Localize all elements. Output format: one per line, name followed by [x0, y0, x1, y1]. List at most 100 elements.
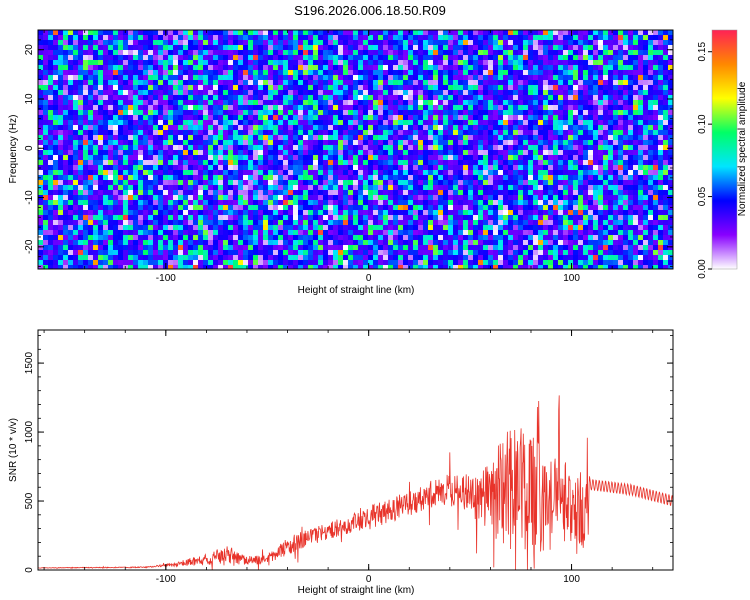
spectrogram-cell: [288, 195, 294, 201]
spectrogram-cell: [143, 120, 149, 126]
spectrogram-cell: [378, 150, 384, 156]
spectrogram-cell: [658, 90, 664, 96]
spectrogram-cell: [58, 155, 64, 161]
spectrogram-cell: [628, 215, 634, 221]
spectrogram-cell: [253, 75, 259, 81]
spectrogram-cell: [168, 195, 174, 201]
spectrogram-cell: [43, 70, 49, 76]
spectrogram-cell: [158, 170, 164, 176]
spectrogram-cell: [373, 50, 379, 56]
spectrogram-cell: [233, 105, 239, 111]
spectrogram-cell: [468, 30, 474, 36]
spectrogram-cell: [373, 220, 379, 226]
spectrogram-cell: [63, 95, 69, 101]
spectrogram-cell: [108, 70, 114, 76]
spectrogram-cell: [293, 195, 299, 201]
spectrogram-cell: [58, 100, 64, 106]
spectrogram-cell: [143, 165, 149, 171]
spectrogram-cell: [663, 105, 669, 111]
spectrogram-cell: [263, 30, 269, 36]
spectrogram-cell: [348, 185, 354, 191]
spectrogram-cell: [233, 70, 239, 76]
spectrogram-cell: [648, 205, 654, 211]
spectrogram-cell: [378, 210, 384, 216]
spectrogram-cell: [318, 220, 324, 226]
spectrogram-cell: [448, 195, 454, 201]
spectrogram-cell: [448, 50, 454, 56]
spectrogram-cell: [423, 120, 429, 126]
spectrogram-cell: [563, 140, 569, 146]
spectrogram-cell: [428, 115, 434, 121]
spectrogram-cell: [638, 85, 644, 91]
spectrogram-cell: [383, 35, 389, 41]
spectrogram-cell: [488, 85, 494, 91]
spectrogram-cell: [108, 220, 114, 226]
spectrogram-cell: [478, 75, 484, 81]
spectrogram-cell: [303, 95, 309, 101]
spectrogram-cell: [398, 40, 404, 46]
spectrogram-cell: [58, 105, 64, 111]
spectrogram-cell: [293, 90, 299, 96]
spectrogram-cell: [273, 80, 279, 86]
spectrogram-cell: [413, 210, 419, 216]
spectrogram-cell: [448, 30, 454, 36]
spectrogram-cell: [538, 175, 544, 181]
spectrogram-cell: [128, 150, 134, 156]
spectrogram-cell: [518, 200, 524, 206]
spectrogram-cell: [173, 220, 179, 226]
spectrogram-cell: [358, 145, 364, 151]
spectrogram-cell: [143, 70, 149, 76]
spectrogram-cell: [178, 120, 184, 126]
spectrogram-cell: [88, 180, 94, 186]
spectrogram-cell: [268, 115, 274, 121]
spectrogram-cell: [273, 145, 279, 151]
spectrogram-cell: [413, 180, 419, 186]
spectrogram-cell: [88, 130, 94, 136]
spectrogram-cell: [313, 145, 319, 151]
spectrogram-cell: [243, 145, 249, 151]
spectrogram-cell: [283, 165, 289, 171]
spectrogram-cell: [658, 145, 664, 151]
spectrogram-cell: [458, 110, 464, 116]
spectrogram-cell: [608, 60, 614, 66]
spectrogram-cell: [338, 145, 344, 151]
spectrogram-cell: [493, 115, 499, 121]
spectrogram-cell: [103, 80, 109, 86]
spectrogram-cell: [133, 80, 139, 86]
spectrogram-cell: [343, 70, 349, 76]
spectrogram-cell: [153, 180, 159, 186]
spectrogram-cell: [168, 70, 174, 76]
spectrogram-cell: [278, 65, 284, 71]
spectrogram-cell: [643, 210, 649, 216]
spectrogram-cell: [43, 190, 49, 196]
spectrogram-cell: [593, 160, 599, 166]
spectrogram-cell: [288, 85, 294, 91]
spectrogram-cell: [218, 130, 224, 136]
spectrogram-cell: [473, 60, 479, 66]
spectrogram-cell: [138, 40, 144, 46]
spectrogram-cell: [268, 50, 274, 56]
spectrogram-cell: [483, 95, 489, 101]
spectrogram-cell: [103, 130, 109, 136]
spectrogram-cell: [268, 30, 274, 36]
spectrogram-cell: [153, 185, 159, 191]
spectrogram-cell: [253, 125, 259, 131]
spectrogram-cell: [173, 120, 179, 126]
spectrogram-cell: [328, 190, 334, 196]
spectrogram-cell: [478, 150, 484, 156]
spectrogram-cell: [338, 180, 344, 186]
spectrogram-cell: [63, 145, 69, 151]
spectrogram-cell: [423, 80, 429, 86]
spectrogram-cell: [273, 210, 279, 216]
spectrogram-cell: [68, 70, 74, 76]
spectrogram-cell: [643, 200, 649, 206]
spectrogram-cell: [573, 210, 579, 216]
spectrogram-cell: [298, 125, 304, 131]
spectrogram-cell: [238, 165, 244, 171]
spectrogram-cell: [323, 215, 329, 221]
spectrogram-cell: [148, 100, 154, 106]
spectrogram-cell: [288, 100, 294, 106]
spectrogram-cell: [393, 205, 399, 211]
spectrogram-cell: [208, 140, 214, 146]
spectrogram-cell: [233, 150, 239, 156]
